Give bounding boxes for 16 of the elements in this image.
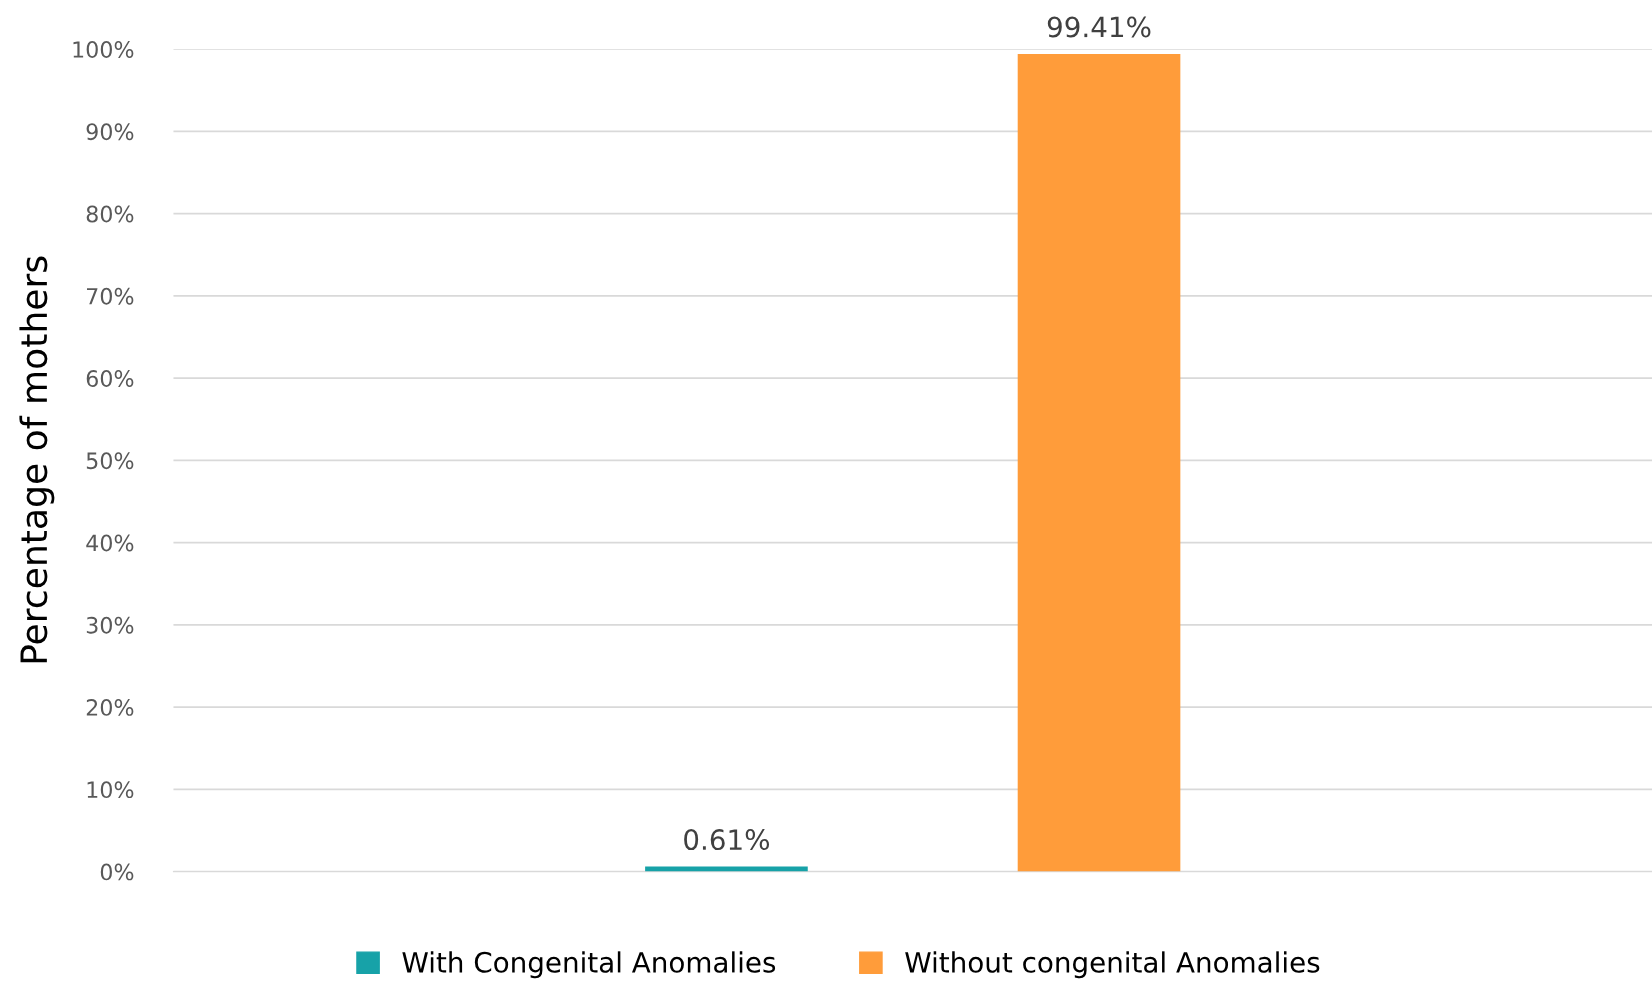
y-tick-label: 40% [86,534,134,552]
y-tick-label: 50% [86,452,134,470]
data-label: 99.41% [1047,16,1151,38]
y-tick-label: 80% [86,205,134,223]
y-tick-label: 20% [86,699,134,716]
data-label: 0.61% [684,829,770,851]
legend-label: Without congenital Anomalies [905,951,1320,979]
y-tick-label: 90% [86,123,134,141]
legend-label: With Congenital Anomalies [402,951,776,979]
y-tick-label: 30% [86,616,134,634]
y-tick-label: 10% [87,781,134,799]
y-tick-label: 70% [87,287,134,305]
y-tick-label: 0% [100,863,134,881]
y-axis-title: Percentage of mothers [19,256,55,663]
y-tick-label: 60% [86,370,134,387]
y-tick-label: 100% [73,41,134,58]
